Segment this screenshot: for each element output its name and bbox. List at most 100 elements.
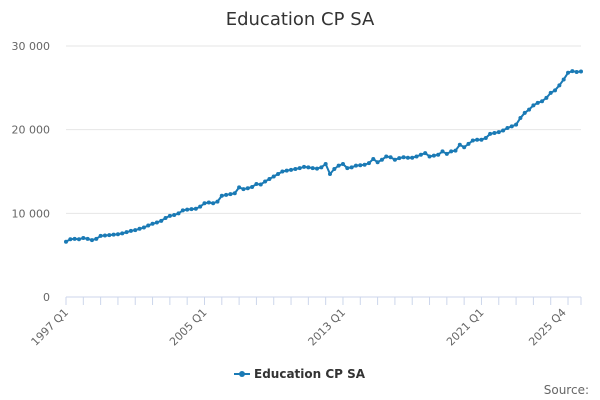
data-point [276,172,281,177]
data-point [535,100,540,105]
data-point [263,179,268,184]
data-point [211,201,216,206]
data-point [245,186,250,191]
data-point [449,149,454,154]
data-point [111,232,116,237]
data-point [120,231,125,236]
data-point [89,238,94,243]
data-point [492,131,497,136]
data-point [327,172,332,177]
data-point [76,237,81,242]
data-point [418,152,423,157]
y-tick-label: 20 000 [12,124,51,137]
data-point [159,218,164,223]
data-point [475,137,480,142]
data-point [189,207,194,212]
data-point [427,154,432,159]
data-point [514,122,519,127]
data-point [579,69,583,74]
plot-area [64,69,583,244]
data-point [124,230,129,235]
data-point [72,236,77,241]
data-point [470,138,475,143]
data-point [375,160,380,165]
data-point [176,211,181,216]
data-point [345,166,350,171]
data-point [271,174,276,179]
data-point [401,155,406,160]
source-credit[interactable]: Source: [544,383,589,397]
data-point [557,83,562,88]
data-point [280,169,285,174]
data-point [553,88,558,93]
data-point [410,155,415,160]
legend-label[interactable]: Education CP SA [254,367,366,381]
y-axis: 0 10 000 20 000 30 000 [12,40,51,304]
data-point [527,107,532,112]
data-point [336,163,341,168]
data-point [128,228,133,233]
data-point [531,103,536,108]
data-point [501,128,506,133]
data-point [215,199,220,204]
data-point [224,192,229,197]
data-point [440,149,445,154]
data-point [250,184,255,189]
data-point [548,90,553,95]
data-point [310,166,315,171]
data-point [319,165,324,170]
chart-title: Education CP SA [226,9,375,30]
data-point [323,161,328,166]
data-point [163,215,168,220]
data-point [115,232,120,237]
data-point [254,182,259,187]
legend-point-marker [239,371,245,377]
data-point [405,155,410,160]
data-point [353,163,358,168]
data-point [453,148,458,153]
data-point [444,151,449,156]
y-tick-label: 0 [43,291,50,304]
data-point [293,166,298,171]
data-point [392,157,397,162]
data-point [431,153,436,158]
data-point [518,115,523,120]
data-point [98,233,103,238]
data-point [146,223,151,228]
x-tick-label: 2013 Q1 [306,306,349,349]
data-point [81,236,86,241]
data-point [384,154,389,159]
legend[interactable]: Education CP SA [234,367,366,381]
data-point [202,201,207,206]
data-point [436,152,441,157]
data-point [561,77,566,82]
data-point [574,69,579,74]
data-point [315,166,320,171]
x-axis: 1997 Q1 2005 Q1 2013 Q1 2021 Q1 2025 Q4 [29,296,582,349]
data-point [267,177,272,182]
x-tick-label: 1997 Q1 [29,306,72,349]
data-point [102,233,107,238]
data-point [423,151,428,156]
data-point [289,167,294,172]
x-tick-label: 2021 Q1 [444,306,487,349]
data-point [509,124,514,129]
y-tick-label: 10 000 [12,207,51,220]
data-point [379,157,384,162]
data-point [85,236,90,241]
data-point [193,206,198,211]
data-point [297,166,302,171]
data-point [358,163,363,168]
data-point [349,165,354,170]
data-point [258,182,263,187]
data-point [284,168,289,173]
y-tick-label: 30 000 [12,40,51,53]
series-line [65,70,582,243]
data-point [133,228,138,233]
data-point [137,226,142,231]
data-point [362,162,367,167]
data-point [488,131,493,136]
data-point [219,193,224,198]
data-point [332,166,337,171]
data-point [388,155,393,160]
